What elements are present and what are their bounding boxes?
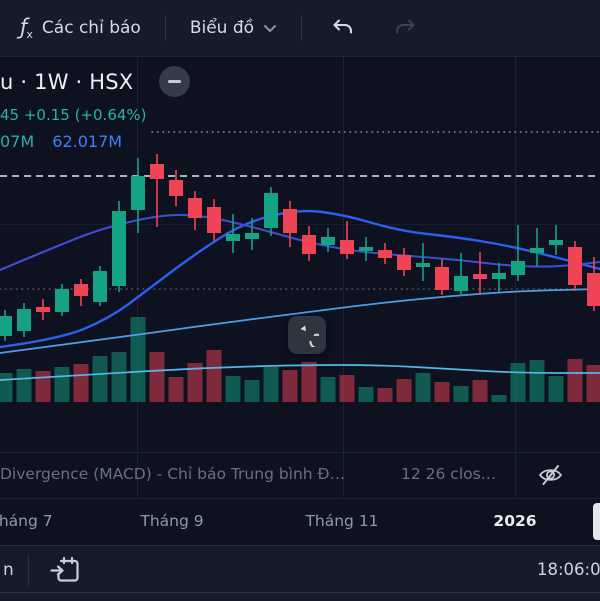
toolbar-divider — [28, 554, 29, 586]
toolbar-divider — [165, 15, 166, 41]
redo-icon — [393, 17, 417, 39]
collapse-legend-button[interactable] — [159, 66, 190, 97]
indicator-params: 12 26 clos… — [401, 465, 496, 483]
time-axis-label: Tháng 9 — [140, 512, 203, 530]
clock-display[interactable]: 18:06:0 — [537, 560, 600, 579]
indicators-button[interactable]: ƒx Các chỉ báo — [10, 8, 151, 48]
chart-menu-label: Biểu đồ — [190, 18, 254, 38]
volume-value-b: 62.017M — [52, 132, 122, 151]
chevron-down-icon — [263, 24, 277, 33]
toolbar-divider — [301, 15, 302, 41]
undo-icon — [331, 17, 355, 39]
go-to-date-button[interactable] — [46, 553, 86, 587]
calendar-arrow-icon — [49, 555, 83, 585]
volume-value-a: 07M — [0, 132, 34, 151]
trading-chart-screen: { "toolbar": { "indicators_label": "Các … — [0, 0, 600, 600]
time-axis-label: Tháng 11 — [305, 512, 378, 530]
indicator-visibility-button[interactable] — [531, 459, 569, 491]
symbol-title[interactable]: u · 1W · HSX — [0, 70, 133, 94]
top-toolbar: ƒx Các chỉ báo Biểu đồ — [0, 0, 600, 57]
legend: u · 1W · HSX 45 +0.15 (+0.64%) 07M 62.01… — [0, 66, 190, 151]
time-axis-label: 2026 — [493, 512, 536, 530]
minus-icon — [168, 80, 181, 83]
volume-row: 07M 62.017M — [0, 132, 190, 151]
eye-off-icon — [537, 463, 564, 487]
circular-arrow-icon — [296, 324, 319, 347]
indicator-name: Divergence (MACD) - Chỉ báo Trung bình Đ… — [0, 465, 345, 483]
time-axis-label: Tháng 7 — [0, 512, 53, 530]
time-axis[interactable]: Tháng 7 Tháng 9 Tháng 11 2026 — [0, 498, 600, 546]
chart-type-menu-button[interactable]: Biểu đồ — [180, 8, 287, 48]
fx-icon: ƒx — [20, 17, 33, 40]
indicator-row[interactable]: Divergence (MACD) - Chỉ báo Trung bình Đ… — [0, 453, 600, 497]
indicators-label: Các chỉ báo — [42, 18, 141, 38]
reset-chart-button[interactable] — [288, 316, 326, 354]
price-change-row: 45 +0.15 (+0.64%) — [0, 106, 190, 124]
screen-bottom-edge — [0, 592, 600, 593]
interval-button-text[interactable]: n — [3, 560, 14, 580]
axis-scroll-handle[interactable] — [593, 503, 600, 540]
undo-button[interactable] — [326, 11, 360, 45]
redo-button[interactable] — [388, 11, 422, 45]
